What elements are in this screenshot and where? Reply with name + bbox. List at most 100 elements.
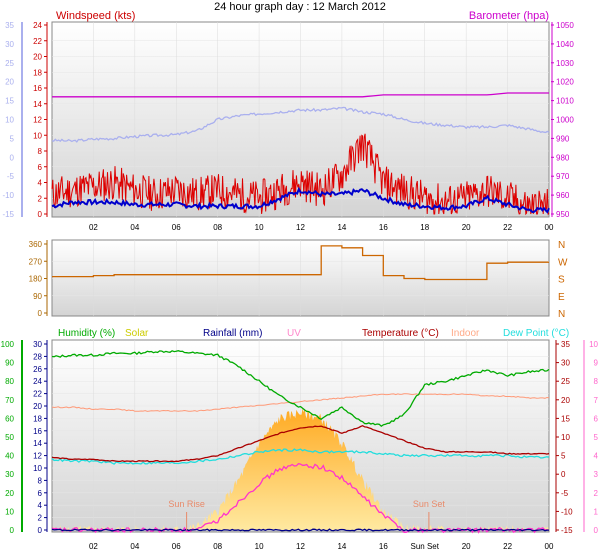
legend-item: Rainfall (mm) xyxy=(203,328,262,339)
outer-left-tick-label: 30 xyxy=(5,40,14,49)
windspeed-tick-label: 12 xyxy=(33,116,42,125)
legend-windspeed: Windspeed (kts) xyxy=(56,10,135,22)
panel-1-x-tick-label: 10 xyxy=(255,223,264,232)
temperature-tick-label: 0 xyxy=(561,470,566,479)
panel-3-x-tick-label: 06 xyxy=(172,542,181,551)
outer-left-tick-label: -5 xyxy=(7,172,15,181)
panel-3-x-tick-label: 20 xyxy=(462,542,471,551)
rainfall-tick-label: 16 xyxy=(33,427,42,436)
series-line-3 xyxy=(51,448,550,465)
outer-left-tick-label: 25 xyxy=(5,59,14,68)
rainfall-tick-label: 30 xyxy=(33,340,42,349)
uv-tick-label: 5 xyxy=(594,433,599,442)
outer-left-tick-label: -15 xyxy=(2,210,14,219)
wind-direction-line xyxy=(52,245,549,281)
panel-3-x-axis: 02 04 06 08 10 12 14 16 Sun Set 20 22 00 xyxy=(89,542,554,551)
series-line-3 xyxy=(51,106,550,143)
barometer-tick-label: 960 xyxy=(556,191,570,200)
rainfall-tick-label: 12 xyxy=(33,452,42,461)
panel-1-x-tick-label: 02 xyxy=(89,223,98,232)
panel-2-series xyxy=(52,245,549,281)
panel-3-series xyxy=(51,350,550,534)
rainfall-tick-label: 14 xyxy=(33,439,42,448)
panel-1-x-axis: 02 04 06 08 10 12 14 16 18 20 22 00 xyxy=(89,223,554,232)
temperature-tick-label: 35 xyxy=(561,340,570,349)
outer-left-tick-label: -10 xyxy=(2,191,14,200)
rainfall-tick-label: 2 xyxy=(38,514,43,523)
panel-3-x-tick-label: 00 xyxy=(545,542,554,551)
panel-1-x-tick-label: 04 xyxy=(130,223,139,232)
compass-label: N xyxy=(558,240,565,251)
panel-3-x-tick-label: 16 xyxy=(379,542,388,551)
solar-area xyxy=(52,408,549,530)
outer-left-tick-label: 5 xyxy=(10,134,15,143)
rainfall-tick-label: 22 xyxy=(33,390,42,399)
page-title: 24 hour graph day : 12 March 2012 xyxy=(214,1,386,13)
temperature-tick-label: 25 xyxy=(561,377,570,386)
temperature-tick-label: 5 xyxy=(561,452,566,461)
sun-annotation: Sun Set xyxy=(413,499,446,509)
rainfall-tick-label: 28 xyxy=(33,352,42,361)
panel-1-x-tick-label: 20 xyxy=(462,223,471,232)
rainfall-tick-label: 10 xyxy=(33,464,42,473)
temperature-axis: 35 30 25 20 15 10 5 0 -5 -10 -15 xyxy=(555,340,573,535)
windspeed-tick-label: 4 xyxy=(38,179,43,188)
compass-label: W xyxy=(558,257,568,268)
series-line-2 xyxy=(51,393,550,412)
windspeed-tick-label: 16 xyxy=(33,84,42,93)
barometer-tick-label: 1050 xyxy=(556,21,574,30)
barometer-tick-label: 1030 xyxy=(556,59,574,68)
panel-1-x-tick-label: 00 xyxy=(545,223,554,232)
outer-left-tick-label: 20 xyxy=(5,78,14,87)
uv-tick-label: 3 xyxy=(594,470,599,479)
legend-item: Temperature (°C) xyxy=(362,328,439,339)
windspeed-tick-label: 24 xyxy=(33,21,42,30)
uv-tick-label: 8 xyxy=(594,377,599,386)
series-line-6 xyxy=(51,528,550,532)
barometer-tick-label: 1000 xyxy=(556,116,574,125)
uv-tick-label: 7 xyxy=(594,396,599,405)
panel-3-x-tick-label: 22 xyxy=(503,542,512,551)
humidity-tick-label: 80 xyxy=(5,377,14,386)
panel-1-x-tick-label: 14 xyxy=(337,223,346,232)
sun-annotation: Sun Rise xyxy=(168,499,205,509)
panel-1-series xyxy=(51,92,550,216)
panel-3-x-tick-label: 08 xyxy=(213,542,222,551)
series-line-2 xyxy=(51,186,550,214)
outer-left-tick-label: 0 xyxy=(10,153,15,162)
windspeed-tick-label: 6 xyxy=(38,163,43,172)
humidity-tick-label: 40 xyxy=(5,452,14,461)
series-line-0 xyxy=(51,350,550,428)
rainfall-tick-label: 4 xyxy=(38,501,43,510)
temperature-tick-label: 10 xyxy=(561,433,570,442)
panel-3-x-tick-label: 10 xyxy=(255,542,264,551)
panel-2-grid xyxy=(52,240,549,316)
panel-3-x-tick-label: 04 xyxy=(130,542,139,551)
temperature-tick-label: 15 xyxy=(561,414,570,423)
panel-1-x-tick-label: 22 xyxy=(503,223,512,232)
windspeed-tick-label: 10 xyxy=(33,131,42,140)
panel-1-x-tick-label: 16 xyxy=(379,223,388,232)
uv-tick-label: 9 xyxy=(594,359,599,368)
direction-tick-label: 360 xyxy=(29,240,43,249)
panel-1-x-tick-label: 12 xyxy=(296,223,305,232)
humidity-tick-label: 20 xyxy=(5,489,14,498)
sun-annotations: Sun Rise Sun Set xyxy=(168,499,445,530)
humidity-tick-label: 90 xyxy=(5,359,14,368)
series-line-1 xyxy=(51,133,550,216)
uv-tick-label: 0 xyxy=(594,526,599,535)
direction-tick-label: 270 xyxy=(29,257,43,266)
humidity-tick-label: 60 xyxy=(5,414,14,423)
legend-barometer: Barometer (hpa) xyxy=(469,10,549,22)
uv-tick-label: 6 xyxy=(594,414,599,423)
temperature-tick-label: -5 xyxy=(561,489,569,498)
humidity-tick-label: 0 xyxy=(10,526,15,535)
rainfall-tick-label: 6 xyxy=(38,489,43,498)
barometer-tick-label: 1040 xyxy=(556,40,574,49)
panel-3-legend: Humidity (%) Solar Rainfall (mm) UV Temperat… xyxy=(58,328,569,339)
legend-item: UV xyxy=(287,328,301,339)
